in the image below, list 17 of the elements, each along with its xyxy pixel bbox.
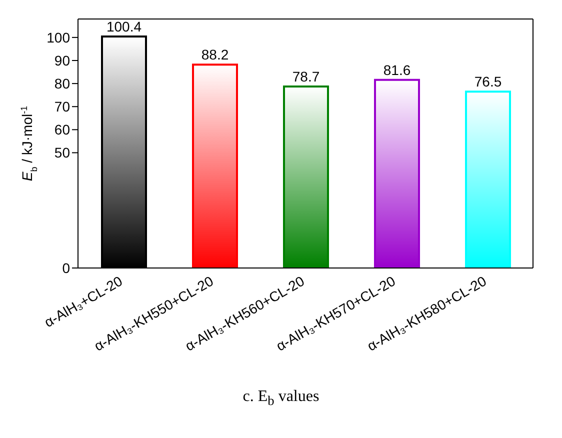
data-label: 78.7	[292, 68, 320, 85]
y-tick-label: 60	[54, 122, 70, 138]
y-tick-label: 0	[62, 260, 70, 276]
y-tick-label: 100	[46, 29, 70, 46]
y-tick-label: 50	[54, 144, 70, 161]
bar	[465, 90, 511, 268]
data-label: 88.2	[201, 46, 229, 63]
bar	[192, 64, 238, 268]
y-tick-label: 70	[54, 98, 70, 115]
y-tick-label: 80	[54, 76, 70, 92]
data-label: 76.5	[474, 74, 502, 90]
text: c. E$_{b}$ values	[242, 388, 320, 410]
data-label: 100.4	[106, 18, 142, 35]
y-tick-label: 90	[54, 52, 70, 68]
bar	[283, 86, 329, 268]
data-label: 81.6	[383, 62, 411, 78]
bar	[374, 78, 420, 268]
